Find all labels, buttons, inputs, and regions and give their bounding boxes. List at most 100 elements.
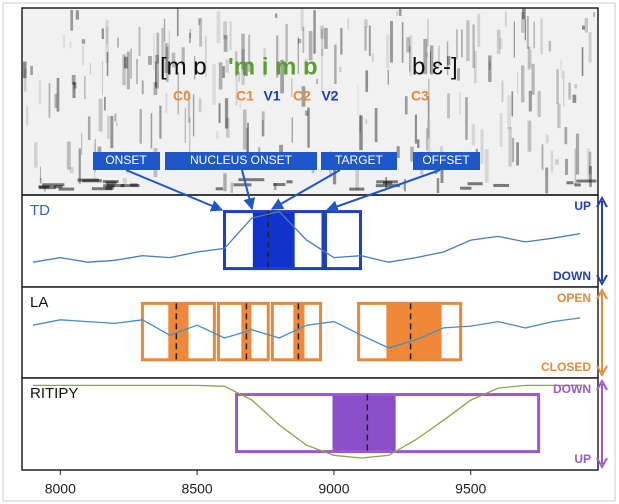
spectrogram-texture — [71, 74, 76, 85]
gesture-nucleus — [250, 210, 297, 270]
spectrogram-texture — [218, 103, 221, 123]
spectrogram-texture — [489, 61, 491, 71]
x-tick-label: 9500 — [455, 481, 486, 497]
spectrogram-texture — [339, 66, 342, 72]
spectrogram-texture — [48, 83, 51, 118]
spectrogram-texture — [69, 166, 74, 174]
spectrogram-texture — [522, 8, 526, 20]
axis-end-label: DOWN — [553, 382, 591, 396]
spectrogram-texture — [81, 132, 83, 155]
spectrogram-texture — [560, 60, 562, 71]
segment-labels: C0 C1 V1 C2 V2 C3 — [173, 88, 429, 104]
callout-arrow — [325, 169, 441, 213]
spectrogram-texture — [101, 61, 103, 96]
spectrogram-texture — [376, 180, 398, 184]
spectrogram-texture — [103, 184, 115, 188]
spectrogram-texture — [496, 29, 501, 54]
spectrogram-texture — [198, 98, 202, 113]
spectrogram-texture — [241, 49, 246, 85]
spectrogram-texture — [359, 115, 363, 151]
spectrogram-texture — [425, 128, 428, 151]
spectrogram-texture — [230, 182, 234, 193]
callout-arrow — [241, 169, 256, 211]
spectrogram-texture — [263, 48, 266, 78]
spectrogram-texture — [581, 25, 585, 30]
spectrogram-texture — [155, 54, 159, 89]
spectrogram-texture — [223, 21, 227, 40]
spectrogram-texture — [123, 56, 128, 69]
spectrogram-texture — [357, 84, 359, 116]
trajectory — [32, 210, 581, 263]
spectrogram-texture — [398, 8, 402, 16]
spectrogram-texture — [297, 37, 299, 74]
spectrogram-texture — [593, 12, 595, 17]
spectrogram-texture — [261, 119, 265, 137]
trajectory — [32, 317, 581, 349]
spectrogram-texture — [554, 159, 559, 165]
spectrogram-texture — [106, 51, 109, 76]
spectrogram-texture — [291, 117, 293, 143]
axis-end-label: OPEN — [557, 291, 591, 305]
spectrogram-texture — [300, 8, 304, 31]
spectrogram-texture — [199, 17, 203, 47]
spectrogram-texture — [218, 62, 223, 90]
arrow-head — [596, 195, 608, 208]
gesture-box — [323, 210, 362, 271]
spectrogram-texture — [291, 78, 293, 97]
arrow-head — [596, 457, 608, 470]
spectrogram-texture — [302, 26, 305, 53]
spectrogram-texture — [229, 21, 232, 51]
spectrogram-texture — [507, 95, 511, 130]
spectrogram-texture — [429, 51, 431, 73]
spectrogram-texture — [527, 120, 532, 152]
transcription-part: [m ɒ — [160, 53, 207, 80]
spectrogram-texture — [42, 183, 65, 187]
spectrogram-texture — [521, 11, 525, 33]
callout-label: NUCLEUS ONSET — [190, 153, 293, 167]
spectrogram-texture — [524, 19, 527, 41]
spectrogram-texture — [508, 126, 512, 167]
spectrogram-texture — [38, 185, 50, 189]
axis-end-label: UP — [574, 452, 591, 466]
spectrogram-texture — [153, 33, 155, 71]
spectrogram-texture — [531, 63, 535, 95]
spectrogram-texture — [575, 133, 580, 175]
spectrogram-texture — [54, 93, 58, 109]
callout-label: ONSET — [105, 153, 147, 167]
spectrogram-texture — [171, 52, 176, 68]
spectrogram-texture — [248, 34, 251, 72]
spectrogram-texture — [102, 180, 119, 184]
spectrogram-texture — [38, 80, 42, 105]
spectrogram-texture — [321, 28, 324, 57]
spectrogram-texture — [527, 46, 531, 70]
spectrogram-texture — [235, 73, 238, 106]
spectrogram-texture — [396, 146, 400, 158]
spectrogram-frame — [21, 7, 599, 196]
spectrogram-texture — [189, 117, 191, 160]
spectrogram-texture — [528, 90, 532, 112]
spectrogram-texture — [156, 32, 160, 64]
spectrogram-texture — [427, 120, 431, 155]
spectrogram-texture — [39, 166, 41, 180]
spectrogram-texture — [30, 65, 33, 76]
spectrogram-texture — [66, 141, 71, 170]
spectrogram-texture — [467, 182, 483, 186]
spectrogram-texture — [349, 187, 365, 191]
spectrogram-texture — [307, 107, 310, 148]
spectrogram-texture — [62, 34, 66, 48]
spectrogram-texture — [77, 178, 100, 182]
transcription-part: b ɛ-] — [412, 53, 458, 80]
spectrogram-texture — [78, 148, 81, 184]
gesture-box — [216, 301, 270, 362]
spectrogram-texture — [126, 51, 130, 90]
segment-label: C3 — [411, 88, 429, 104]
spectrogram-texture — [589, 165, 592, 188]
callouts: ONSET NUCLEUS ONSET TARGET OFFSET — [93, 152, 480, 213]
spectrogram-texture — [116, 122, 118, 127]
spectrogram-texture — [426, 52, 428, 58]
spectrogram-texture — [537, 90, 541, 118]
spectrogram-texture — [216, 130, 218, 140]
spectrogram-texture — [386, 34, 390, 69]
